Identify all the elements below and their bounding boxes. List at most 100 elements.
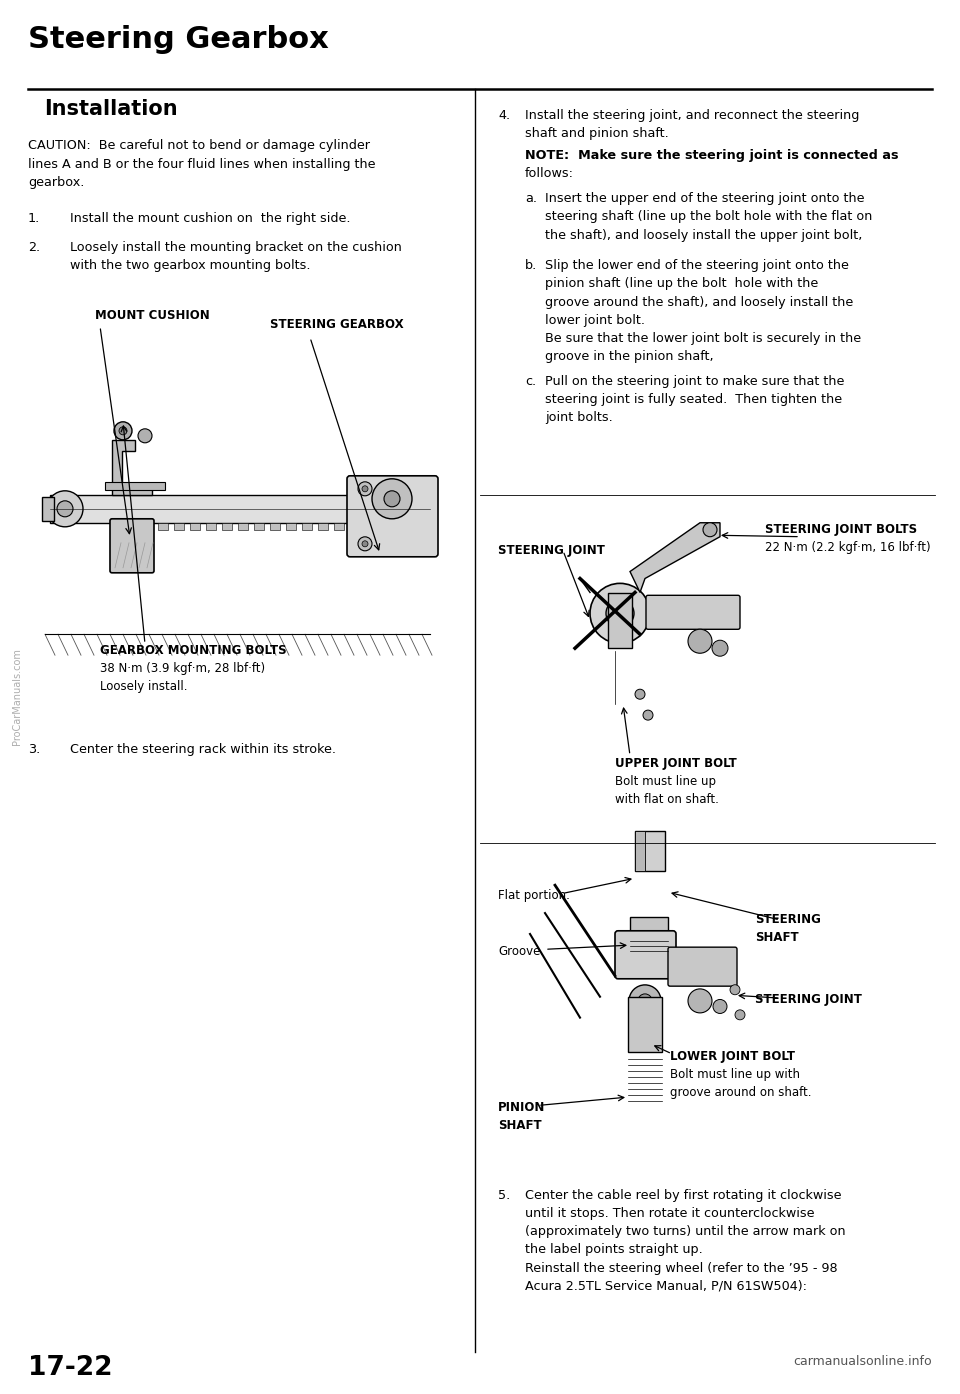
Text: Groove.: Groove. xyxy=(498,945,544,958)
Text: SHAFT: SHAFT xyxy=(498,1119,541,1132)
Circle shape xyxy=(358,537,372,551)
Text: GEARBOX MOUNTING BOLTS: GEARBOX MOUNTING BOLTS xyxy=(100,644,287,657)
Circle shape xyxy=(606,599,634,627)
Bar xyxy=(635,831,645,871)
Circle shape xyxy=(114,422,132,441)
Bar xyxy=(190,523,200,530)
Text: STEERING GEARBOX: STEERING GEARBOX xyxy=(270,318,403,330)
Bar xyxy=(635,831,665,871)
Text: MOUNT CUSHION: MOUNT CUSHION xyxy=(95,309,209,322)
Bar xyxy=(142,523,152,530)
Circle shape xyxy=(590,583,650,644)
Text: steering joint is fully seated.  Then tighten the: steering joint is fully seated. Then tig… xyxy=(545,393,842,406)
Bar xyxy=(302,523,312,530)
Circle shape xyxy=(639,1036,651,1047)
Text: 38 N·m (3.9 kgf·m, 28 lbf·ft): 38 N·m (3.9 kgf·m, 28 lbf·ft) xyxy=(100,662,265,675)
Circle shape xyxy=(57,500,73,517)
Text: c.: c. xyxy=(525,375,536,388)
Text: SHAFT: SHAFT xyxy=(755,931,799,944)
Bar xyxy=(126,523,136,530)
Bar xyxy=(158,523,168,530)
Text: b.: b. xyxy=(525,259,538,272)
Bar xyxy=(105,482,165,489)
Text: Center the cable reel by first rotating it clockwise: Center the cable reel by first rotating … xyxy=(525,1189,842,1202)
Text: STEERING JOINT: STEERING JOINT xyxy=(498,544,605,556)
Text: Insert the upper end of the steering joint onto the: Insert the upper end of the steering joi… xyxy=(545,192,865,205)
Text: NOTE:  Make sure the steering joint is connected as: NOTE: Make sure the steering joint is co… xyxy=(525,149,899,162)
Text: carmanualsonline.info: carmanualsonline.info xyxy=(793,1355,932,1368)
Bar xyxy=(42,496,54,521)
Text: 2.: 2. xyxy=(28,241,40,254)
Text: Center the steering rack within its stroke.: Center the steering rack within its stro… xyxy=(70,743,336,756)
Text: groove around the shaft), and loosely install the: groove around the shaft), and loosely in… xyxy=(545,296,853,308)
Text: STEERING JOINT: STEERING JOINT xyxy=(755,993,862,1005)
Circle shape xyxy=(384,491,400,507)
Bar xyxy=(398,523,408,530)
Text: 17-22: 17-22 xyxy=(28,1355,112,1381)
Text: Install the steering joint, and reconnect the steering: Install the steering joint, and reconnec… xyxy=(525,109,859,121)
Text: lines A and B or the four fluid lines when installing the: lines A and B or the four fluid lines wh… xyxy=(28,158,375,170)
Text: groove in the pinion shaft,: groove in the pinion shaft, xyxy=(545,350,713,362)
Text: shaft and pinion shaft.: shaft and pinion shaft. xyxy=(525,127,669,139)
Bar xyxy=(110,523,120,530)
Text: PINION: PINION xyxy=(498,1101,545,1114)
Circle shape xyxy=(362,487,368,492)
Circle shape xyxy=(358,482,372,496)
Bar xyxy=(206,523,216,530)
Text: Bolt must line up: Bolt must line up xyxy=(615,775,716,788)
Bar xyxy=(628,998,662,1052)
Text: Installation: Installation xyxy=(44,99,178,118)
Bar xyxy=(270,523,280,530)
Circle shape xyxy=(688,629,712,654)
Text: pinion shaft (line up the bolt  hole with the: pinion shaft (line up the bolt hole with… xyxy=(545,277,818,290)
Bar xyxy=(334,523,344,530)
Circle shape xyxy=(372,478,412,519)
FancyBboxPatch shape xyxy=(668,947,737,986)
Circle shape xyxy=(713,999,727,1013)
Text: Loosely install the mounting bracket on the cushion: Loosely install the mounting bracket on … xyxy=(70,241,402,254)
Text: until it stops. Then rotate it counterclockwise: until it stops. Then rotate it countercl… xyxy=(525,1207,814,1220)
Text: groove around on shaft.: groove around on shaft. xyxy=(670,1086,811,1098)
Bar xyxy=(222,523,232,530)
Circle shape xyxy=(629,986,661,1016)
FancyBboxPatch shape xyxy=(646,595,740,629)
Text: STEERING JOINT BOLTS: STEERING JOINT BOLTS xyxy=(765,523,917,535)
Circle shape xyxy=(119,427,127,435)
Text: Loosely install.: Loosely install. xyxy=(100,680,187,693)
FancyBboxPatch shape xyxy=(110,519,154,573)
Text: 3.: 3. xyxy=(28,743,40,756)
Text: Bolt must line up with: Bolt must line up with xyxy=(670,1068,800,1080)
Circle shape xyxy=(643,710,653,721)
Text: ProCarManuals.com: ProCarManuals.com xyxy=(12,648,22,746)
Text: joint bolts.: joint bolts. xyxy=(545,411,612,424)
Text: lower joint bolt.: lower joint bolt. xyxy=(545,314,645,326)
Text: the shaft), and loosely install the upper joint bolt,: the shaft), and loosely install the uppe… xyxy=(545,229,862,241)
Bar xyxy=(350,523,360,530)
Circle shape xyxy=(638,994,652,1008)
Bar xyxy=(382,523,392,530)
Text: Reinstall the steering wheel (refer to the ’95 - 98: Reinstall the steering wheel (refer to t… xyxy=(525,1262,838,1274)
Circle shape xyxy=(712,640,728,657)
Bar xyxy=(174,523,184,530)
Circle shape xyxy=(735,1009,745,1020)
Text: gearbox.: gearbox. xyxy=(28,176,84,188)
Text: Acura 2.5TL Service Manual, P/N 61SW504):: Acura 2.5TL Service Manual, P/N 61SW504)… xyxy=(525,1280,807,1292)
Circle shape xyxy=(688,988,712,1013)
Text: (approximately two turns) until the arrow mark on: (approximately two turns) until the arro… xyxy=(525,1225,846,1238)
Circle shape xyxy=(635,689,645,700)
Text: UPPER JOINT BOLT: UPPER JOINT BOLT xyxy=(615,757,736,769)
Circle shape xyxy=(362,541,368,546)
Polygon shape xyxy=(112,441,152,495)
Circle shape xyxy=(730,984,740,995)
Text: with the two gearbox mounting bolts.: with the two gearbox mounting bolts. xyxy=(70,259,310,272)
Circle shape xyxy=(47,491,83,527)
Text: Install the mount cushion on  the right side.: Install the mount cushion on the right s… xyxy=(70,212,350,224)
FancyBboxPatch shape xyxy=(347,475,438,556)
Text: the label points straight up.: the label points straight up. xyxy=(525,1243,703,1256)
Polygon shape xyxy=(630,523,720,592)
Text: follows:: follows: xyxy=(525,167,574,180)
Circle shape xyxy=(703,523,717,537)
FancyBboxPatch shape xyxy=(615,931,676,979)
Bar xyxy=(238,523,248,530)
Text: steering shaft (line up the bolt hole with the flat on: steering shaft (line up the bolt hole wi… xyxy=(545,210,873,223)
